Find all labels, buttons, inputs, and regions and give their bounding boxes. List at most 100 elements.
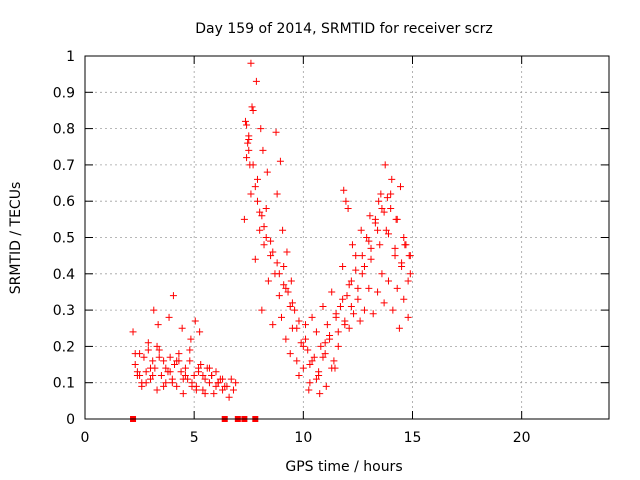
data-point [388,175,396,183]
data-point [162,379,170,387]
data-point [269,321,277,329]
data-point [256,208,264,216]
data-point [131,350,139,358]
data-point [387,190,395,198]
data-point [312,375,320,383]
data-point [214,379,222,387]
data-point [384,230,392,238]
x-tick-label: 20 [513,430,531,446]
data-point [378,204,386,212]
y-tick-label: 0.7 [53,158,75,174]
data-point [302,321,310,329]
data-point [160,357,168,365]
data-point [212,368,220,376]
data-point [144,339,152,347]
data-point [187,335,195,343]
data-point [299,342,307,350]
data-point [358,252,366,260]
data-point [354,295,362,303]
data-point [181,364,189,372]
data-point [293,324,301,332]
data-point [334,342,342,350]
data-point [358,270,366,278]
data-point [393,284,401,292]
data-point [199,386,207,394]
data-point [382,226,390,234]
data-point [331,364,339,372]
data-point [262,234,270,241]
data-point [177,368,185,376]
y-tick-label: 0 [66,412,75,428]
data-point [278,313,285,321]
data-point [247,59,255,67]
data-point [341,321,349,329]
data-point [210,390,218,398]
data-point [308,357,316,365]
data-point [243,154,251,162]
data-point [175,357,183,365]
data-point [171,361,179,369]
data-point [306,361,314,369]
data-point [375,197,383,205]
data-point [354,284,362,292]
data-point [153,386,161,394]
data-point [360,306,368,314]
data-point [367,255,375,263]
data-point [380,299,388,307]
data-point [195,364,203,372]
y-axis-title: SRMTID / TECUs [8,182,24,295]
data-point [367,244,375,252]
data-point [404,277,412,285]
x-tick-label: 10 [294,430,312,446]
data-point [319,353,327,361]
data-point [332,310,340,318]
data-point [142,368,150,376]
data-point [284,288,292,296]
data-point [153,342,161,350]
data-point [232,379,240,387]
data-point [312,328,320,336]
data-point [186,357,194,365]
data-point [321,350,329,358]
data-point [377,190,385,198]
data-point [191,317,199,325]
data-point [295,371,303,379]
data-point [299,364,307,372]
data-point [381,161,389,169]
data-point [269,248,277,256]
y-tick-label: 0.2 [53,339,75,355]
data-point [378,270,386,278]
data-point [166,368,174,376]
data-point [400,234,408,241]
y-tick-label: 0.3 [53,303,75,319]
data-point [279,226,287,234]
data-point [165,313,173,321]
data-point [257,125,265,133]
data-point [356,317,364,325]
data-point [260,241,268,249]
data-point [374,226,382,234]
data-point [310,353,318,361]
data-point [406,270,414,278]
data-point [258,306,266,314]
data-point [286,302,294,310]
data-point [149,357,157,365]
data-point [219,375,227,383]
data-point [302,335,310,343]
data-point [323,321,331,329]
x-axis-title: GPS time / hours [285,459,402,475]
data-point [201,375,209,383]
data-point [229,386,237,394]
data-point [317,342,325,350]
data-point [347,277,355,285]
data-point [186,346,194,354]
data-point [169,292,177,300]
data-point [246,161,254,169]
data-point [240,215,248,223]
data-point [142,379,150,387]
data-point [168,379,176,387]
y-tick-labels: 0 0.1 0.2 0.3 0.4 0.5 0.6 0.7 0.8 0.9 1 [53,49,75,428]
y-tick-label: 0.8 [53,122,75,138]
data-point [244,139,252,147]
